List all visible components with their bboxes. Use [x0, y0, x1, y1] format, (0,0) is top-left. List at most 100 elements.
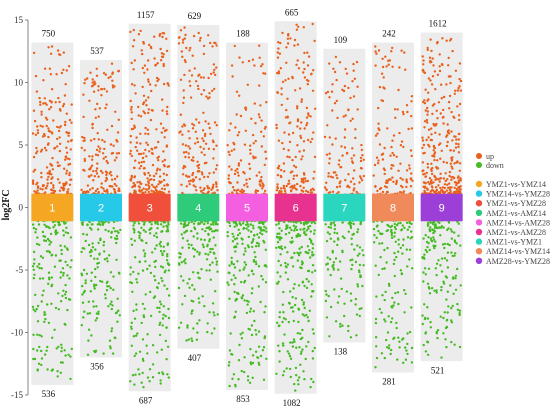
down-point	[192, 271, 195, 274]
up-point	[358, 175, 362, 178]
down-point	[426, 224, 430, 227]
up-point	[38, 96, 41, 100]
down-point	[324, 289, 327, 293]
down-point	[205, 269, 208, 272]
down-point	[332, 261, 336, 264]
down-point	[302, 301, 305, 304]
down-point	[390, 305, 393, 308]
down-point	[181, 246, 184, 249]
up-point	[185, 174, 188, 177]
down-point	[453, 343, 456, 346]
up-count-label: 1612	[429, 19, 447, 29]
down-point	[166, 228, 169, 231]
down-point	[56, 220, 59, 224]
up-point	[307, 112, 310, 115]
up-point	[343, 84, 347, 88]
legend-marker	[475, 180, 483, 188]
down-point	[375, 295, 378, 298]
down-point	[180, 233, 183, 236]
up-point	[306, 64, 310, 67]
up-point	[35, 152, 38, 155]
up-point	[457, 179, 460, 182]
down-point	[249, 307, 253, 310]
up-point	[158, 175, 162, 178]
up-point	[384, 181, 388, 184]
up-point	[92, 170, 95, 173]
up-point	[332, 67, 335, 71]
down-point	[255, 333, 258, 336]
down-point	[334, 257, 338, 260]
up-point	[182, 101, 185, 105]
down-point	[233, 283, 236, 286]
up-point	[401, 186, 404, 189]
up-point	[91, 155, 94, 158]
up-point	[152, 178, 156, 182]
up-point	[312, 177, 315, 180]
down-point	[354, 297, 358, 301]
up-point	[281, 80, 285, 84]
up-count-label: 537	[90, 46, 104, 56]
down-point	[240, 337, 244, 340]
up-point	[41, 184, 45, 188]
down-point	[144, 260, 147, 263]
up-point	[263, 189, 267, 193]
down-point	[239, 333, 242, 336]
down-point	[311, 357, 315, 360]
up-point	[133, 166, 136, 169]
down-point	[138, 350, 142, 353]
down-point	[447, 221, 451, 224]
up-point	[450, 186, 453, 189]
down-point	[436, 329, 440, 332]
up-point	[435, 42, 439, 45]
up-point	[424, 88, 427, 91]
up-point	[406, 110, 409, 114]
down-point	[424, 350, 428, 353]
down-point	[133, 239, 136, 242]
up-point	[91, 158, 94, 161]
up-point	[69, 139, 73, 142]
down-point	[299, 363, 302, 366]
down-point	[406, 342, 409, 346]
up-point	[288, 182, 291, 185]
up-point	[161, 31, 164, 35]
down-point	[298, 234, 301, 237]
up-point	[140, 161, 143, 164]
down-point	[247, 300, 250, 303]
up-point	[383, 172, 386, 176]
up-point	[289, 121, 292, 124]
up-point	[436, 73, 440, 77]
down-point	[325, 316, 329, 319]
up-point	[46, 172, 49, 175]
up-point	[195, 80, 198, 83]
up-point	[441, 63, 444, 67]
down-point	[230, 256, 233, 260]
down-point	[228, 271, 231, 275]
down-point	[200, 238, 203, 241]
up-point	[306, 179, 309, 183]
down-point	[81, 284, 84, 288]
down-point	[343, 302, 346, 305]
down-point	[427, 267, 431, 270]
down-point	[88, 312, 92, 315]
up-point	[391, 176, 394, 179]
up-point	[159, 47, 162, 51]
down-point	[95, 283, 98, 287]
up-point	[142, 152, 145, 155]
up-point	[137, 152, 141, 156]
down-point	[211, 247, 214, 251]
up-point	[323, 186, 327, 189]
up-point	[134, 159, 137, 162]
up-point	[387, 63, 390, 66]
up-point	[325, 188, 328, 192]
up-point	[180, 50, 183, 53]
up-point	[386, 179, 390, 182]
down-point	[354, 260, 358, 264]
down-point	[93, 350, 96, 353]
up-point	[167, 165, 171, 168]
down-point	[246, 379, 250, 382]
up-point	[212, 183, 215, 186]
up-point	[167, 84, 170, 87]
up-point	[310, 72, 313, 76]
up-point	[408, 164, 411, 167]
up-point	[381, 158, 385, 161]
